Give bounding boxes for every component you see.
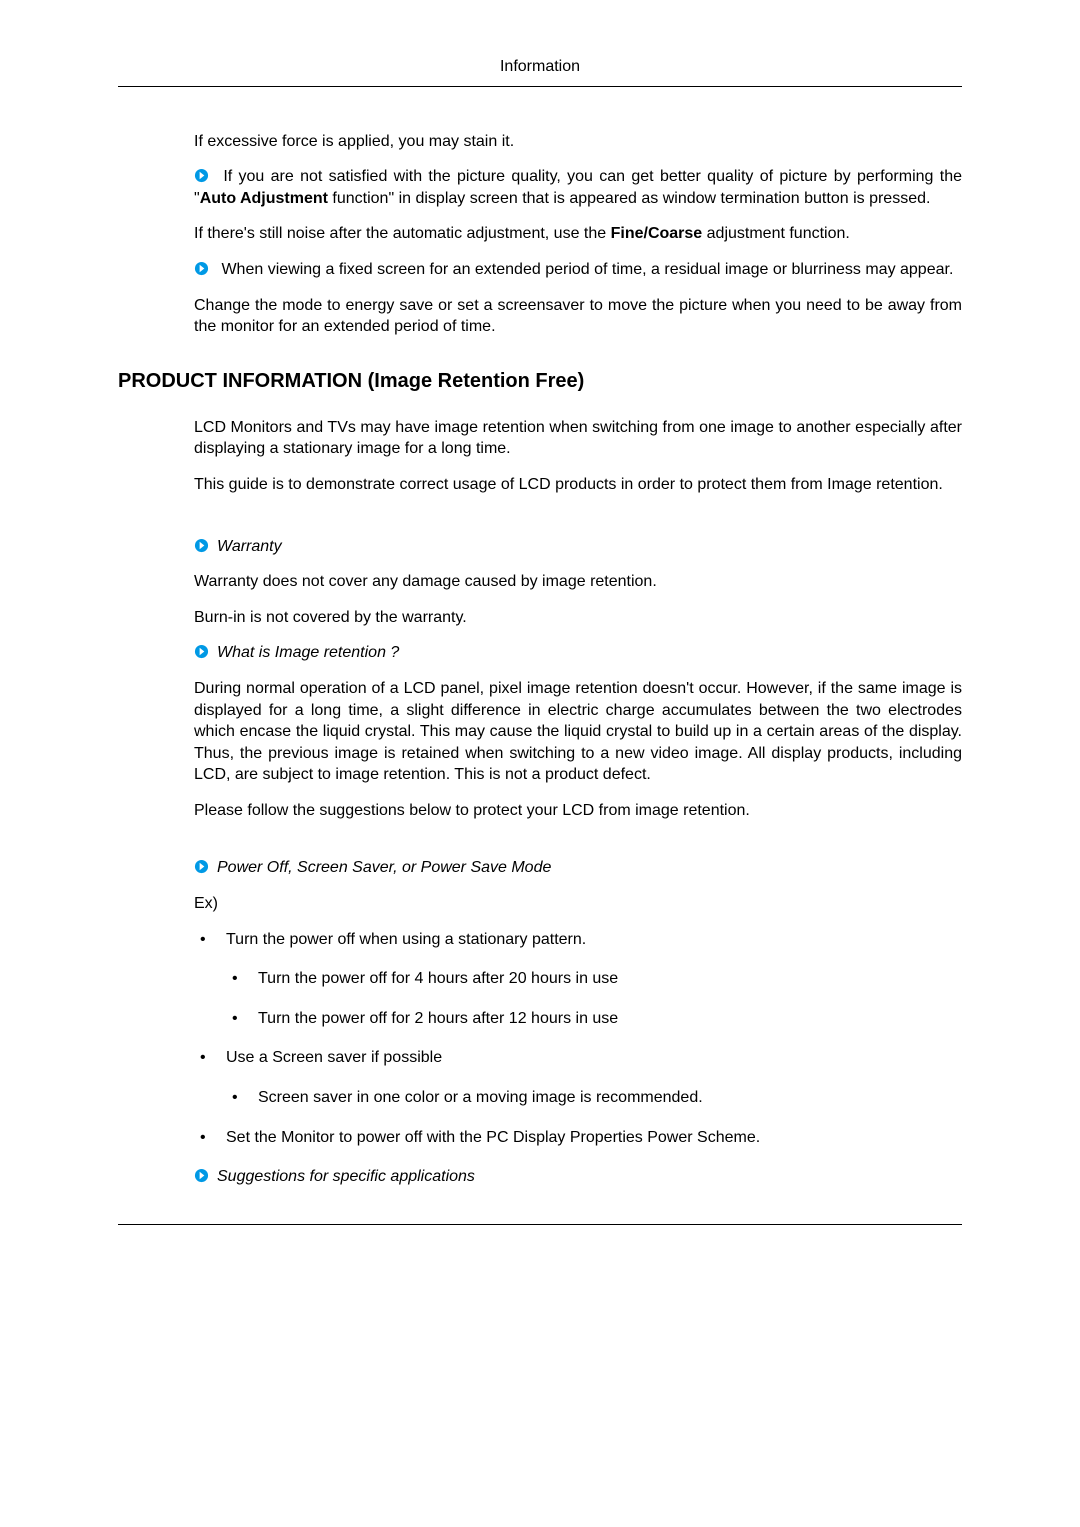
warranty-p2: Burn-in is not covered by the warranty. <box>194 607 962 629</box>
whatis-heading-text: What is Image retention ? <box>217 644 399 661</box>
tip-auto-bold: Auto Adjustment <box>200 190 328 207</box>
tips-block: If excessive force is applied, you may s… <box>118 131 962 338</box>
warranty-p1: Warranty does not cover any damage cause… <box>194 571 962 593</box>
tip-auto-adjustment: If you are not satisfied with the pictur… <box>194 166 962 209</box>
list-item-text: Turn the power off for 4 hours after 20 … <box>258 970 618 987</box>
tip-residual-text: When viewing a fixed screen for an exten… <box>217 261 953 278</box>
intro-block: LCD Monitors and TVs may have image rete… <box>118 417 962 1188</box>
suggestions-heading-text: Suggestions for specific applications <box>217 1168 475 1185</box>
list-item-text: Turn the power off when using a stationa… <box>226 931 586 948</box>
section-title: PRODUCT INFORMATION (Image Retention Fre… <box>118 368 962 395</box>
arrow-bullet-icon <box>194 644 209 659</box>
whatis-heading: What is Image retention ? <box>194 642 962 664</box>
power-sublist: Screen saver in one color or a moving im… <box>226 1087 962 1109</box>
intro-p1: LCD Monitors and TVs may have image rete… <box>194 417 962 460</box>
intro-p2: This guide is to demonstrate correct usa… <box>194 474 962 496</box>
arrow-bullet-icon <box>194 168 209 183</box>
list-item: Turn the power off for 4 hours after 20 … <box>226 968 962 990</box>
tip-noise-post: adjustment function. <box>702 225 850 242</box>
ex-label: Ex) <box>194 893 962 915</box>
list-item: Screen saver in one color or a moving im… <box>226 1087 962 1109</box>
tip-noise-bold: Fine/Coarse <box>611 225 703 242</box>
arrow-bullet-icon <box>194 1168 209 1183</box>
power-heading: Power Off, Screen Saver, or Power Save M… <box>194 857 962 879</box>
warranty-heading: Warranty <box>194 536 962 558</box>
arrow-bullet-icon <box>194 261 209 276</box>
arrow-bullet-icon <box>194 538 209 553</box>
tip-stain: If excessive force is applied, you may s… <box>194 131 962 153</box>
power-heading-text: Power Off, Screen Saver, or Power Save M… <box>217 859 551 876</box>
arrow-bullet-icon <box>194 859 209 874</box>
power-list: Turn the power off when using a stationa… <box>194 929 962 1149</box>
list-item: Turn the power off when using a stationa… <box>194 929 962 1030</box>
tip-noise: If there's still noise after the automat… <box>194 223 962 245</box>
list-item-text: Turn the power off for 2 hours after 12 … <box>258 1010 618 1027</box>
power-sublist: Turn the power off for 4 hours after 20 … <box>226 968 962 1029</box>
list-item: Turn the power off for 2 hours after 12 … <box>226 1008 962 1030</box>
list-item: Set the Monitor to power off with the PC… <box>194 1127 962 1149</box>
list-item-text: Set the Monitor to power off with the PC… <box>226 1129 760 1146</box>
page-footer <box>118 1224 962 1228</box>
page-header: Information <box>118 56 962 87</box>
tip-residual: When viewing a fixed screen for an exten… <box>194 259 962 281</box>
list-item: Use a Screen saver if possible Screen sa… <box>194 1047 962 1108</box>
tip-auto-post: function" in display screen that is appe… <box>328 190 930 207</box>
list-item-text: Use a Screen saver if possible <box>226 1049 442 1066</box>
whatis-p1: During normal operation of a LCD panel, … <box>194 678 962 786</box>
tip-energy: Change the mode to energy save or set a … <box>194 295 962 338</box>
list-item-text: Screen saver in one color or a moving im… <box>258 1089 703 1106</box>
tip-noise-pre: If there's still noise after the automat… <box>194 225 611 242</box>
suggestions-heading: Suggestions for specific applications <box>194 1166 962 1188</box>
header-title: Information <box>500 58 580 75</box>
whatis-p2: Please follow the suggestions below to p… <box>194 800 962 822</box>
warranty-heading-text: Warranty <box>217 538 282 555</box>
